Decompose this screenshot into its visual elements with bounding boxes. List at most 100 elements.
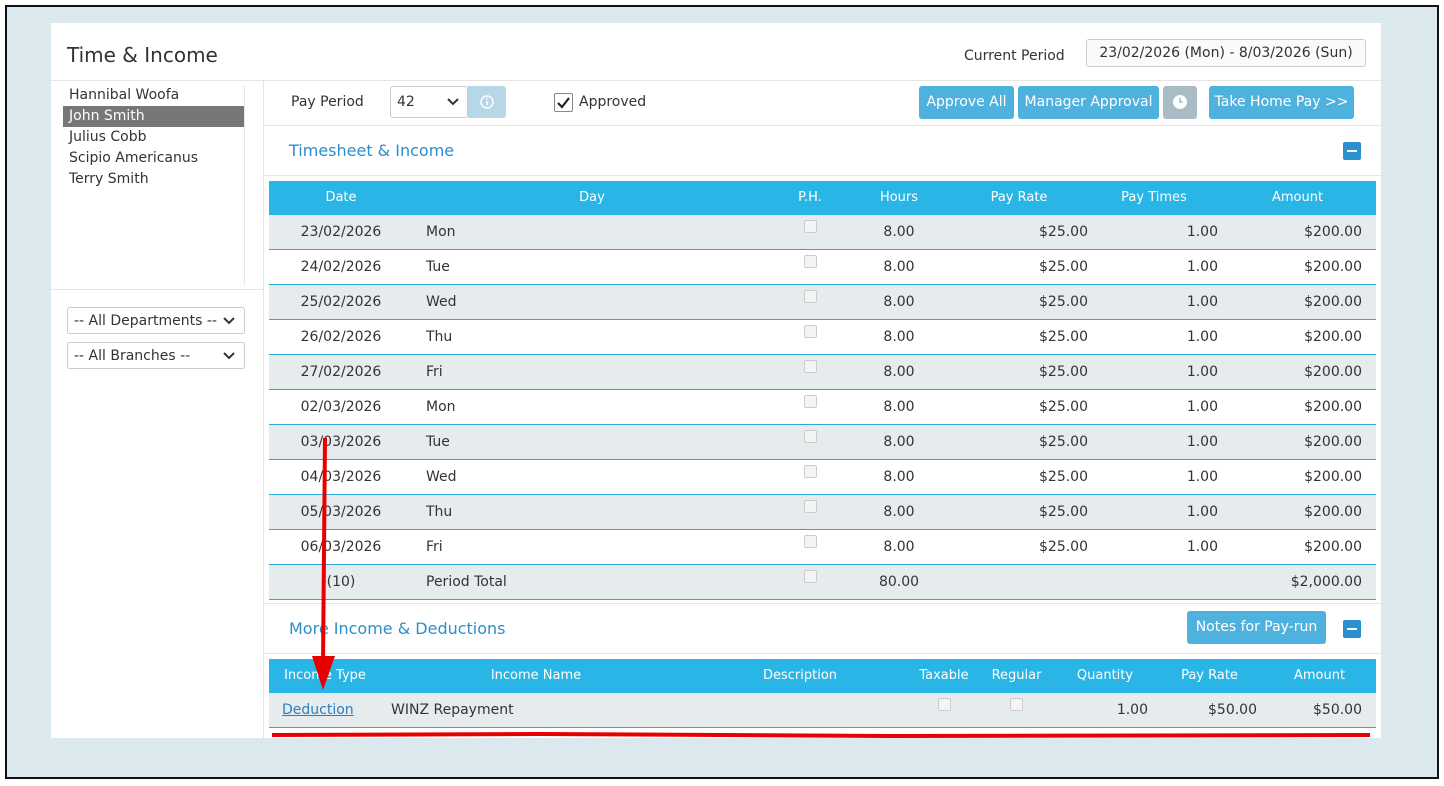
clock-icon [1173,95,1187,109]
table-row: 05/03/2026 Thu 8.00 $25.00 1.00 $200.00 [269,495,1376,530]
table-cell [771,390,849,424]
manager-approval-button[interactable]: Manager Approval [1018,86,1159,119]
approved-checkbox[interactable] [554,93,573,112]
table-cell: 8.00 [883,364,915,380]
column-header: Amount [1271,190,1324,205]
main-panel: Pay Period 42 Approved Approve All Manag… [264,81,1381,738]
table-cell: $200.00 [1304,539,1362,555]
table-cell [771,250,849,284]
branch-select[interactable]: -- All Branches -- [67,342,245,369]
column-header: Income Name [490,668,582,683]
card: Time & Income Current Period 23/02/2026 … [51,23,1381,738]
table-cell: $200.00 [1304,259,1362,275]
checkbox[interactable] [803,254,817,268]
pay-period-select[interactable]: 42 [390,86,468,118]
column-header: Hours [879,190,919,205]
table-cell: 1.00 [1186,434,1218,450]
employee-selected[interactable]: John Smith [63,106,244,127]
chevron [223,317,235,325]
collapse-button[interactable] [1343,142,1361,160]
table-cell: 8.00 [883,434,915,450]
table-cell [949,565,1089,599]
table-cell: 1.00 [1186,469,1218,485]
checkbox[interactable] [803,464,817,478]
table-cell: 24/02/2026 [300,259,382,275]
approve-all-button[interactable]: Approve All [919,86,1014,119]
table-cell: $25.00 [1039,399,1088,415]
table-cell: 27/02/2026 [300,364,382,380]
section-title: More Income & Deductions [289,619,506,638]
chevron [447,98,459,106]
table-cell: 8.00 [883,259,915,275]
info-icon [480,95,494,109]
table-row: Deduction WINZ Repayment 1.00 $50.00 $50.00 [269,693,1376,728]
collapse-button[interactable] [1343,620,1361,638]
checkbox[interactable] [803,219,817,233]
employee[interactable]: Scipio Americanus [69,150,199,166]
employee[interactable]: Terry Smith [69,171,149,187]
table-cell: WINZ Repayment [391,702,514,718]
table-cell [771,355,849,389]
table-cell: 8.00 [883,539,915,555]
notes-button[interactable]: Notes for Pay-run [1187,611,1326,644]
take-home-pay-button[interactable]: Take Home Pay >> [1209,86,1354,119]
checkbox[interactable] [803,429,817,443]
chevron [223,352,235,360]
table-cell: 8.00 [883,224,915,240]
table-cell: 1.00 [1186,504,1218,520]
table-cell: $25.00 [1039,294,1088,310]
table-cell [771,530,849,564]
table-cell: 1.00 [1186,224,1218,240]
column-header: Pay Rate [1181,668,1238,683]
column-header: Taxable [919,668,969,683]
checkbox[interactable] [803,394,817,408]
employee[interactable]: Julius Cobb [69,129,147,145]
header-row: Date Day P.H. Hours Pay Rate Pay Times Amount [269,181,1376,215]
table-cell [771,285,849,319]
table-cell: 03/03/2026 [300,434,382,450]
table-cell: $25.00 [1039,469,1088,485]
table-cell [771,460,849,494]
column-header: Description [762,668,838,683]
history-button[interactable] [1163,86,1197,119]
income-table: Income Type Income Name Description Taxable… [269,659,1376,728]
checkbox[interactable] [937,697,951,711]
select-text: 42 [397,94,415,110]
divider [264,653,1381,654]
employee-list: Hannibal Woofa John Smith Julius Cobb Sc… [63,85,245,285]
table-cell: $25.00 [1039,539,1088,555]
table-cell: $25.00 [1039,329,1088,345]
checkbox[interactable] [803,499,817,513]
column-header: Day [579,190,605,205]
employee[interactable]: Hannibal Woofa [69,87,180,103]
checkbox[interactable] [803,534,817,548]
column-header: Date [325,190,357,205]
checkbox[interactable] [1010,697,1023,711]
divider [51,289,263,290]
table-row: 03/03/2026 Tue 8.00 $25.00 1.00 $200.00 [269,425,1376,460]
table-cell: $200.00 [1304,329,1362,345]
info-button[interactable] [468,86,506,118]
table-cell: 1.00 [1186,294,1218,310]
timesheet-table: Date Day P.H. Hours Pay Rate Pay Times Amount 2… [269,181,1376,600]
period-value[interactable]: 23/02/2026 (Mon) - 8/03/2026 (Sun) [1086,39,1366,67]
table-cell: 23/02/2026 [300,224,382,240]
table-cell: 80.00 [878,574,920,590]
table-cell [771,495,849,529]
table-cell: Mon [426,224,456,240]
checkbox[interactable] [803,359,817,373]
table-cell: 1.00 [1186,364,1218,380]
checkbox[interactable] [803,569,817,583]
table-cell: $200.00 [1304,469,1362,485]
table-row: 24/02/2026 Tue 8.00 $25.00 1.00 $200.00 [269,250,1376,285]
column-header: Regular [991,668,1042,683]
approved-label: Approved [579,94,647,110]
department-select[interactable]: -- All Departments -- [67,307,245,334]
checkbox[interactable] [803,289,817,303]
table-cell: Thu [426,329,453,345]
checkbox[interactable] [803,324,817,338]
sidebar: Hannibal Woofa John Smith Julius Cobb Sc… [51,81,264,738]
link[interactable]: Deduction [282,702,354,718]
select-text: -- All Branches -- [74,348,191,364]
